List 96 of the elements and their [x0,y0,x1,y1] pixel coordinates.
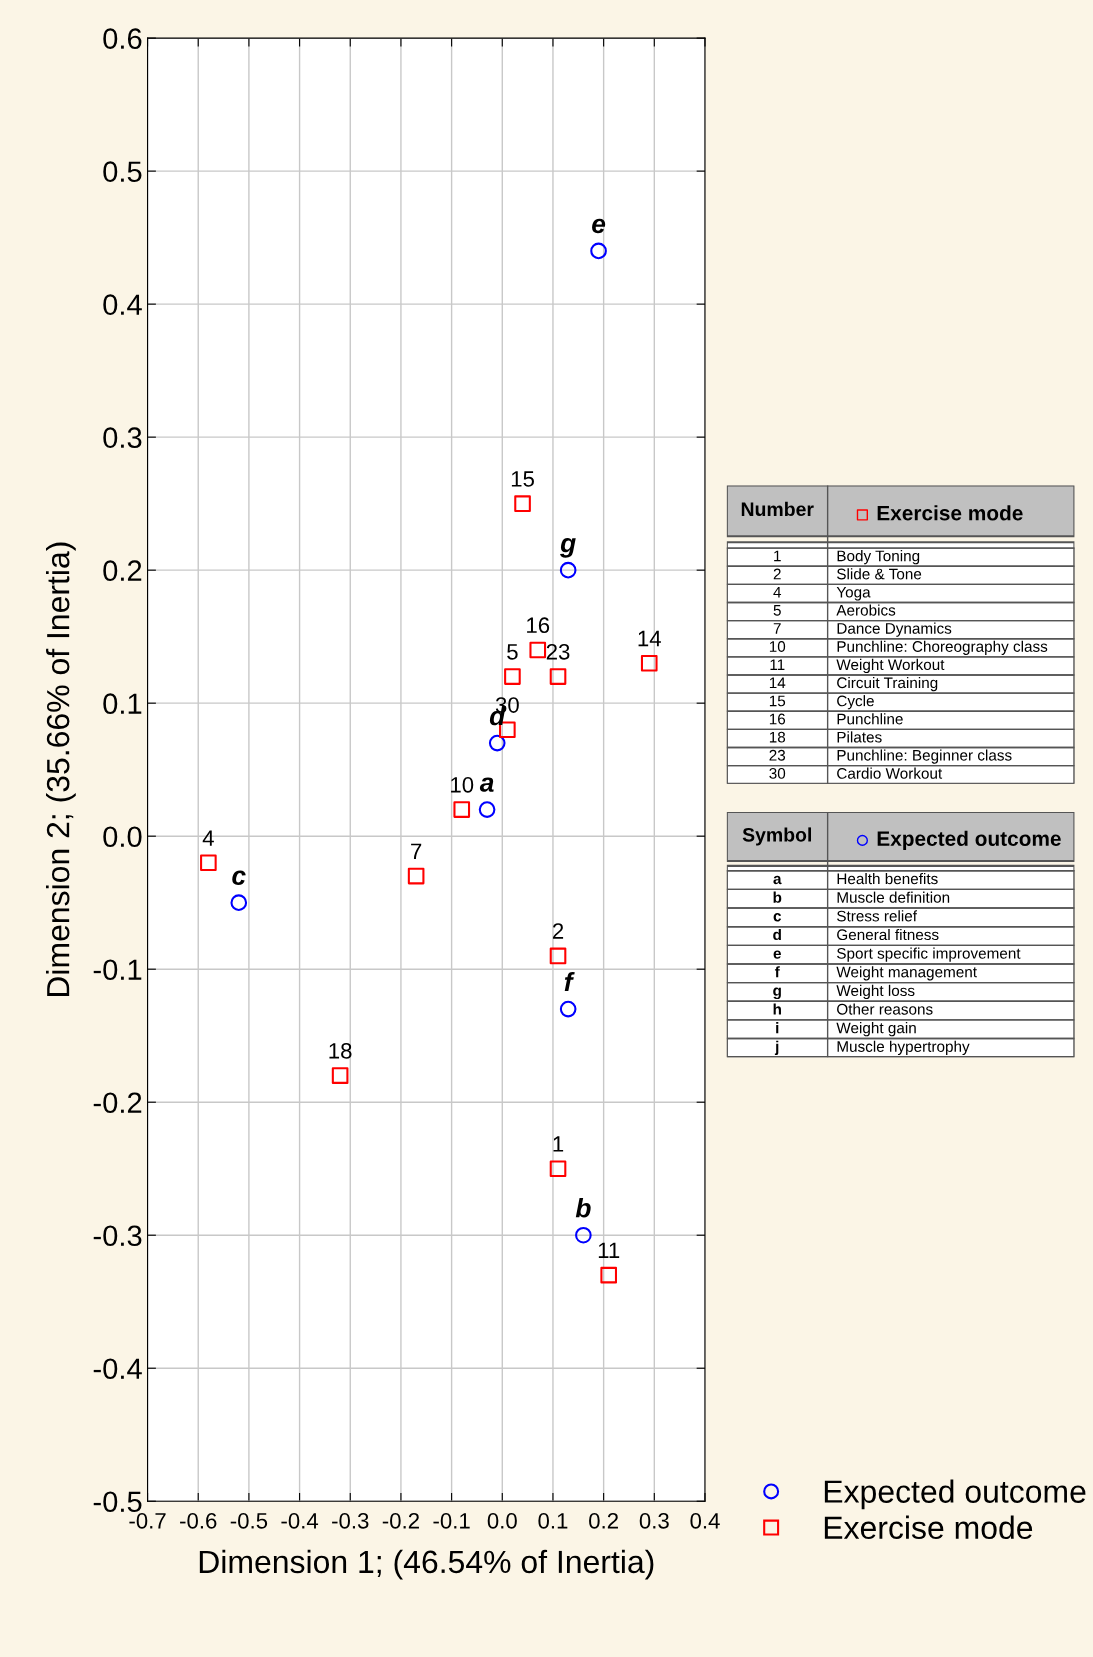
category-label: Cardio Workout [837,767,943,779]
y-tick-label: -0.5 [93,1491,142,1513]
annotation: 14 [638,630,661,647]
category-label: Weight gain [836,1022,916,1037]
y-tick-label: 0.3 [103,427,142,448]
legend-label: Expected outcome [824,1479,1086,1510]
category-label: Weight loss [836,984,915,1000]
category-label: c [773,913,782,922]
x-tick-label: -0.6 [180,1512,217,1529]
category-label: Muscle hypertrophy [837,1040,970,1055]
y-tick-label: 0.6 [103,28,142,49]
x-tick-label: -0.7 [129,1512,166,1529]
annotation: 18 [329,1042,352,1059]
y-tick-label: 0.1 [103,693,142,715]
annotation: e [592,218,606,234]
category-label: Punchline [837,713,903,725]
category-label: 10 [769,641,786,652]
x-tick-label: -0.2 [382,1512,419,1529]
y-tick-label: 0.2 [103,560,142,582]
category-label: f [774,966,780,978]
annotation: 16 [527,617,550,634]
annotation: 5 [507,644,518,660]
category-label: Other reasons [837,1003,933,1015]
category-label: Number [741,501,814,517]
y-tick-label: 0.4 [103,294,142,315]
category-label: 7 [773,623,781,634]
category-label: i [776,1022,779,1034]
category-label: 2 [773,568,781,580]
x-tick-label: -0.1 [433,1512,470,1529]
annotation: a [479,777,494,792]
annotation: 10 [451,776,474,793]
category-label: 11 [770,659,785,670]
y-tick-label: 0.0 [103,826,142,848]
category-label: Expected outcome [877,830,1061,851]
annotation: f [564,972,575,992]
category-label: 16 [769,713,786,725]
y-tick-label: -0.1 [93,959,142,981]
category-label: 1 [774,550,781,562]
y-axis-title: Dimension 2; (35.66% of Inertia) [46,542,76,997]
category-label: 14 [769,677,786,689]
category-label: 4 [773,586,782,598]
category-label: b [773,891,782,903]
annotation: c [232,870,246,885]
category-label: Circuit Training [837,676,938,692]
y-tick-label: -0.4 [93,1358,142,1380]
category-label: e [773,950,781,959]
x-tick-label: 0.4 [690,1512,720,1529]
category-label: g [773,987,781,1000]
category-label: Slide & Tone [837,568,922,580]
category-label: Weight management [836,966,977,981]
category-label: 5 [773,605,781,616]
y-tick-label: 0.5 [103,161,142,182]
category-label: Exercise mode [877,505,1023,521]
x-tick-label: -0.5 [230,1512,268,1529]
category-label: Aerobics [836,604,896,616]
category-label: 23 [769,749,786,761]
category-label: Dance Dynamics [837,622,952,637]
x-tick-label: 0.0 [487,1512,517,1529]
category-label: 15 [769,695,786,707]
category-label: 18 [769,731,786,743]
category-label: Symbol [742,827,811,846]
category-label: Sport specific improvement [837,947,1021,962]
annotation: 1 [553,1136,564,1152]
annotation: 15 [511,471,534,487]
category-label: General fitness [837,928,939,941]
category-label: h [773,1003,781,1015]
x-axis-title: Dimension 1; (46.54% of Inertia) [199,1549,654,1580]
x-tick-label: -0.3 [332,1512,369,1529]
category-label: d [773,928,781,941]
category-label: Body Toning [837,550,920,565]
annotation: 23 [546,643,570,660]
x-tick-label: 0.3 [639,1512,669,1529]
legend-label: Exercise mode [824,1515,1033,1540]
category-label: Pilates [837,731,882,743]
category-label: Yoga [836,586,871,601]
category-label: Punchline: Beginner class [837,749,1012,764]
annotation: 2 [552,923,564,939]
annotation: 4 [202,830,214,846]
x-tick-label: 0.1 [538,1512,568,1529]
category-label: a [773,875,782,885]
category-label: 30 [769,767,786,779]
category-label: Health benefits [837,872,938,885]
annotation: 7 [411,843,422,859]
category-label: Stress relief [837,910,918,922]
y-tick-label: -0.3 [93,1225,142,1247]
annotation: g [560,537,576,558]
category-label: Muscle definition [837,891,950,903]
annotation: b [575,1198,591,1218]
y-tick-label: -0.2 [93,1092,142,1114]
x-tick-label: 0.2 [589,1512,618,1529]
annotation: 11 [598,1242,620,1259]
category-label: j [774,1040,779,1055]
category-label: Cycle [837,695,874,710]
category-label: Weight Workout [836,658,945,674]
x-tick-label: -0.4 [281,1512,319,1529]
category-label: Punchline: Choreography class [837,640,1048,655]
